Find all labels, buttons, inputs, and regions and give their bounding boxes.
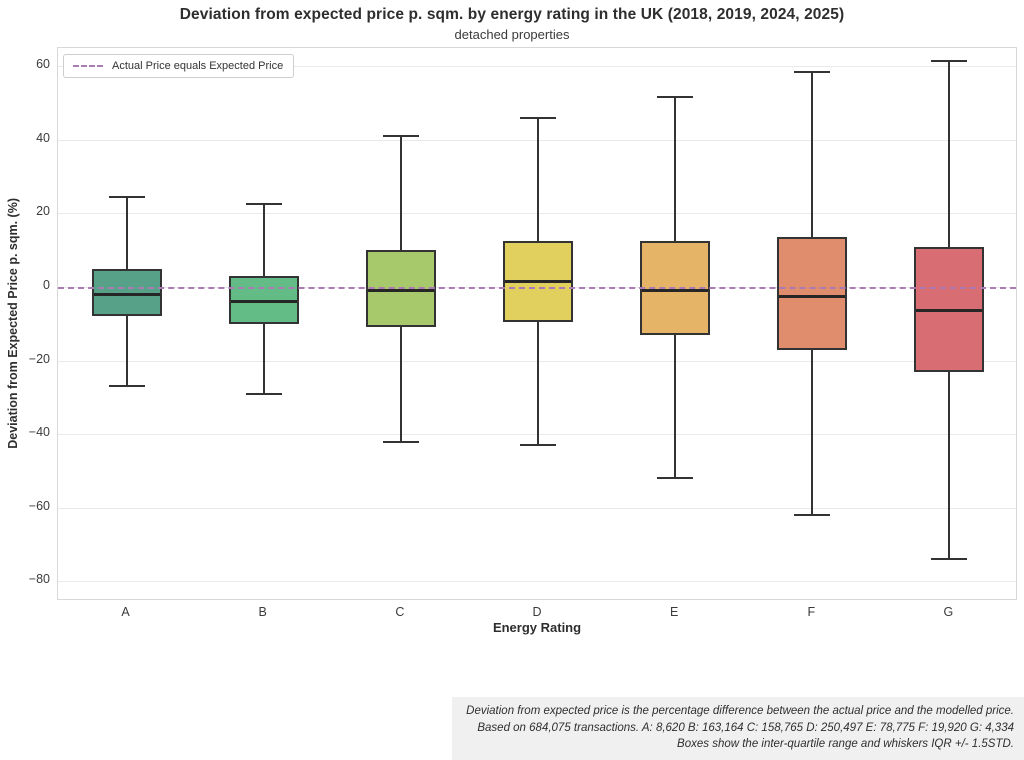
footnote-line-3: Boxes show the inter-quartile range and … (677, 738, 1014, 750)
whisker-cap-top-B (245, 203, 282, 206)
y-tick-−20: −20 (28, 351, 50, 366)
y-tick-−40: −40 (28, 425, 50, 440)
median-D (505, 279, 571, 283)
legend: Actual Price equals Expected Price (63, 54, 295, 78)
plot-area: Actual Price equals Expected Price (57, 47, 1017, 600)
whisker-cap-bottom-D (520, 444, 556, 447)
y-tick-60: 60 (36, 57, 50, 72)
y-tick-0: 0 (43, 278, 50, 292)
whisker-cap-top-G (931, 59, 968, 62)
gridline-60 (58, 66, 1016, 68)
whisker-cap-bottom-B (245, 392, 282, 395)
whisker-cap-top-D (520, 116, 556, 119)
whisker-cap-top-F (794, 70, 831, 73)
box-G (914, 246, 985, 372)
gridline-−80 (58, 581, 1016, 583)
whisker-cap-bottom-C (382, 440, 419, 443)
median-E (642, 289, 709, 293)
chart-subtitle: detached properties (454, 27, 570, 42)
x-tick-G: G (943, 605, 954, 619)
whisker-cap-top-E (657, 96, 694, 99)
box-F (777, 237, 848, 350)
chart-title: Deviation from expected price p. sqm. by… (179, 6, 845, 23)
median-A (93, 292, 160, 296)
footnote-line-2: Based on 684,075 transactions. A: 8,620 … (477, 721, 1014, 734)
median-C (367, 289, 434, 293)
whisker-cap-bottom-G (931, 558, 968, 561)
x-axis-label: Energy Rating (492, 620, 582, 635)
x-tick-E: E (669, 605, 679, 619)
footnote-line-1: Deviation from expected price is the per… (466, 705, 1014, 717)
x-tick-C: C (395, 605, 405, 619)
x-tick-F: F (807, 605, 816, 619)
median-F (779, 294, 846, 298)
y-tick-20: 20 (36, 204, 50, 219)
gridline-−60 (58, 507, 1016, 509)
y-tick-−80: −80 (28, 572, 50, 587)
y-tick-40: 40 (36, 130, 50, 145)
whisker-cap-bottom-F (794, 514, 831, 517)
footnote: Deviation from expected price is the per… (452, 697, 1024, 760)
x-tick-D: D (532, 605, 542, 619)
box-D (503, 241, 573, 322)
dashed-line-icon (73, 65, 103, 67)
whisker-cap-top-A (108, 195, 145, 198)
y-tick-−60: −60 (28, 498, 50, 513)
box-B (228, 275, 299, 324)
box-A (91, 268, 162, 317)
whisker-cap-bottom-A (108, 385, 145, 388)
x-tick-B: B (258, 605, 267, 619)
whisker-cap-top-C (382, 135, 419, 138)
median-B (230, 300, 297, 304)
legend-label: Actual Price equals Expected Price (112, 60, 284, 72)
y-axis-label-text: Deviation from Expected Price p. sqm. (%… (6, 198, 20, 449)
x-tick-A: A (121, 605, 130, 619)
whisker-cap-bottom-E (657, 477, 694, 480)
median-G (916, 309, 983, 313)
reference-line (58, 287, 1016, 289)
